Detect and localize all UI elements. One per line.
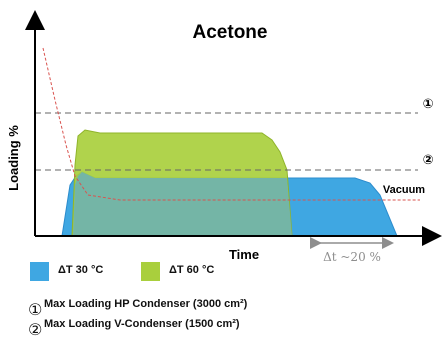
reference-label-v: ② (422, 152, 433, 167)
y-axis-label: Loading % (6, 125, 21, 191)
legend-label-dt30: ΔT 30 °C (58, 264, 104, 276)
reference-label-hp: ① (422, 96, 433, 111)
legend-swatch-dt60 (141, 262, 160, 281)
chart-title: Acetone (193, 22, 268, 43)
series-overlap (73, 172, 292, 236)
legend-label-dt60: ΔT 60 °C (169, 264, 215, 276)
delta-label: Δt ~20 % (323, 250, 381, 264)
x-axis-label: Time (229, 247, 259, 262)
legend-swatch-dt30 (30, 262, 49, 281)
note-marker-v: ② (28, 322, 43, 339)
note-v: Max Loading V-Condenser (1500 cm²) (44, 318, 240, 330)
note-hp: Max Loading HP Condenser (3000 cm²) (44, 298, 248, 310)
note-marker-hp: ① (28, 302, 43, 319)
vacuum-line (42, 47, 420, 201)
vacuum-label: Vacuum (383, 184, 425, 196)
